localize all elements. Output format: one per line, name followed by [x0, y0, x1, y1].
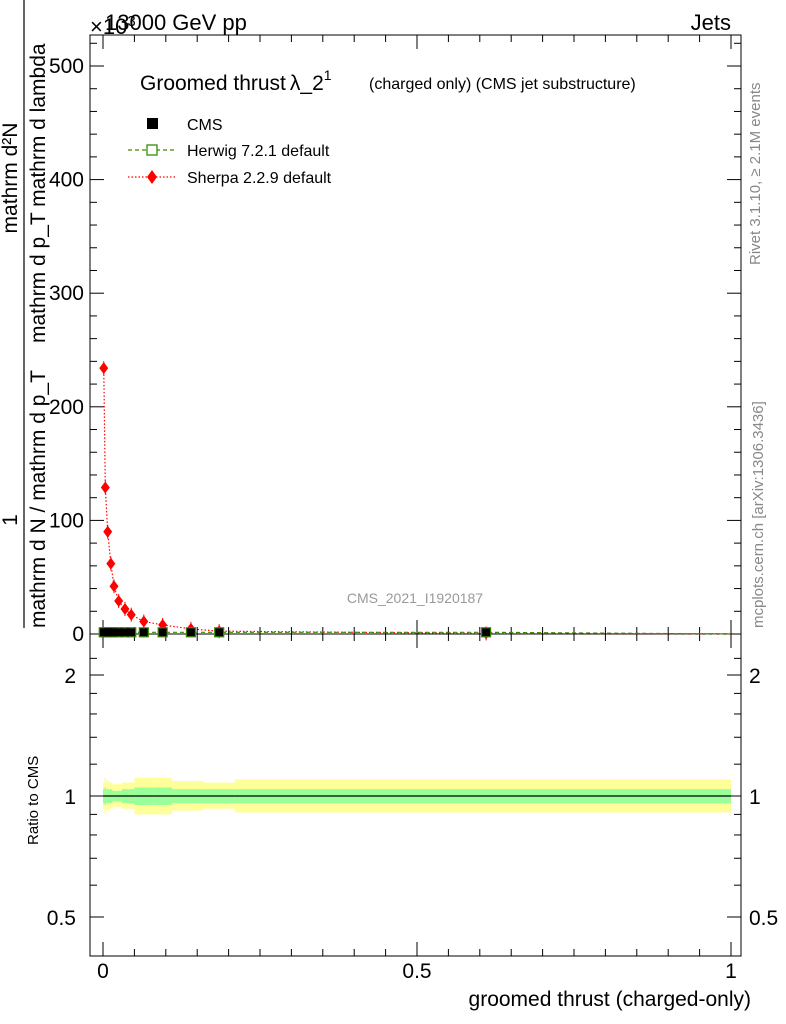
- rivet-label: Rivet 3.1.10, ≥ 2.1M events: [747, 83, 764, 266]
- header-left: 13000 GeV pp: [105, 10, 247, 35]
- legend-herwig-label: Herwig 7.2.1 default: [187, 143, 330, 160]
- cms-point: [114, 628, 123, 637]
- cms-point: [482, 628, 491, 637]
- sherpa-point: [106, 557, 116, 570]
- legend-cms-marker: [147, 118, 158, 129]
- analysis-watermark: CMS_2021_I1920187: [347, 590, 483, 606]
- cms-point: [215, 628, 224, 637]
- x-axis-label: groomed thrust (charged-only): [469, 988, 751, 1011]
- ylabel-top-denominator: mathrm d p_T mathrm d lambda: [27, 43, 50, 343]
- y-tick-label: 500: [49, 55, 84, 78]
- ratio-y-tick-label: 2: [64, 665, 76, 688]
- cms-series: [99, 628, 491, 637]
- legend-sherpa-marker: [147, 170, 157, 184]
- y-tick-label: 300: [49, 282, 84, 305]
- plot-title: Groomed thrust λ_21: [140, 67, 332, 95]
- sherpa-point: [139, 615, 149, 628]
- ratio-y-tick-label: 0.5: [47, 907, 76, 930]
- ratio-y-label: Ratio to CMS: [25, 756, 42, 845]
- y-tick-label: 400: [49, 169, 84, 192]
- legend-sherpa-label: Sherpa 2.2.9 default: [187, 170, 332, 187]
- legend: CMS Herwig 7.2.1 default Sherpa 2.2.9 de…: [128, 117, 332, 187]
- ylabel-left-denominator: mathrm d N / mathrm d p_T: [27, 370, 50, 628]
- ratio-frame: [89, 633, 742, 957]
- cms-point: [186, 628, 195, 637]
- legend-herwig-marker: [146, 144, 158, 156]
- cms-point: [127, 628, 136, 637]
- ylabel-left-numerator: 1: [0, 514, 22, 526]
- cms-point: [139, 628, 148, 637]
- cms-point: [120, 628, 129, 637]
- ratio-axes: 0.5 0.5 1 1 2 2 0 0.5 1: [47, 634, 778, 983]
- cms-point: [109, 628, 118, 637]
- mcplots-label: mcplots.cern.ch [arXiv:1306.3436]: [750, 401, 767, 628]
- x-tick-label: 0.5: [402, 960, 431, 983]
- header-right: Jets: [691, 10, 731, 35]
- y-tick-label: 200: [49, 396, 84, 419]
- ratio-y-tick-label-right: 0.5: [749, 907, 778, 930]
- ratio-y-tick-label-right: 1: [749, 786, 761, 809]
- plot-subtitle: (charged only) (CMS jet substructure): [369, 76, 636, 93]
- x-tick-label: 1: [725, 960, 737, 983]
- main-axes: 0 100 200 300 400 500: [49, 35, 741, 646]
- sherpa-point: [99, 362, 109, 375]
- sherpa-point: [126, 608, 136, 621]
- sherpa-point: [114, 595, 124, 608]
- y-axis-label: 1 mathrm d N / mathrm d p_T mathrm d²N m…: [0, 0, 50, 628]
- sherpa-point: [103, 525, 113, 538]
- y-tick-label: 100: [49, 509, 84, 532]
- legend-cms-label: CMS: [187, 117, 223, 134]
- ylabel-top-numerator: mathrm d²N: [0, 123, 22, 234]
- sherpa-point: [109, 580, 119, 593]
- x-tick-label: 0: [97, 960, 109, 983]
- sherpa-point: [120, 603, 130, 616]
- ratio-y-tick-label-right: 2: [749, 665, 761, 688]
- ratio-y-tick-label: 1: [64, 786, 76, 809]
- y-tick-label: 0: [72, 623, 84, 646]
- cms-point: [158, 628, 167, 637]
- sherpa-point: [100, 481, 110, 494]
